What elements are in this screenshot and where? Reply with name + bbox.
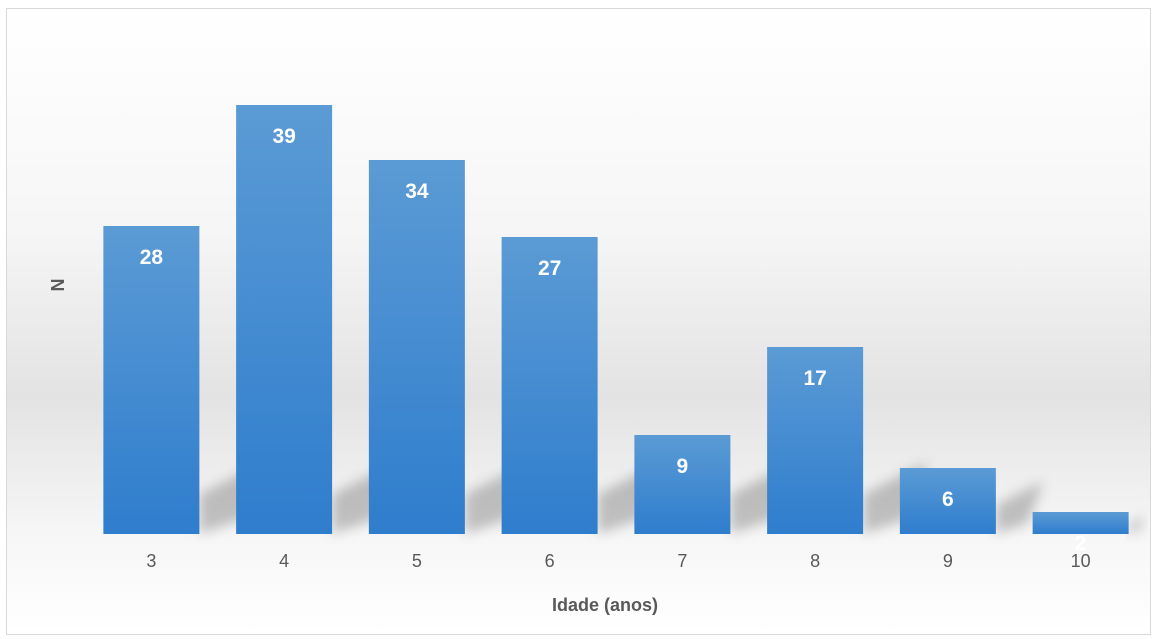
x-axis-title: Idade (anos) bbox=[552, 595, 658, 615]
bar-age-5 bbox=[368, 160, 465, 534]
x-tick-label-3: 3 bbox=[146, 551, 156, 571]
x-tick-label-8: 8 bbox=[810, 551, 820, 571]
data-label-6: 27 bbox=[538, 257, 561, 280]
bar-shadow-10 bbox=[1128, 516, 1145, 534]
data-label-4: 39 bbox=[272, 125, 295, 148]
bar-age-4 bbox=[236, 105, 333, 534]
y-axis-title: N bbox=[48, 279, 68, 292]
x-tick-label-10: 10 bbox=[1071, 551, 1091, 571]
bar-age-3 bbox=[103, 226, 200, 534]
bar-age-7 bbox=[634, 435, 731, 534]
chart-area: 28 39 34 27 9 17 6 2 3 4 5 6 7 8 9 10 Idade (anos) N bbox=[6, 8, 1151, 635]
x-tick-label-7: 7 bbox=[677, 551, 687, 571]
x-tick-labels-group: 3 4 5 6 7 8 9 10 bbox=[146, 551, 1090, 571]
data-label-3: 28 bbox=[140, 246, 164, 269]
data-label-5: 34 bbox=[405, 180, 429, 203]
x-tick-label-5: 5 bbox=[412, 551, 422, 571]
data-label-10: 2 bbox=[1075, 532, 1087, 555]
x-tick-label-6: 6 bbox=[545, 551, 555, 571]
x-tick-label-4: 4 bbox=[279, 551, 289, 571]
x-tick-label-9: 9 bbox=[943, 551, 953, 571]
bar-age-6 bbox=[501, 237, 598, 534]
bar-shadow-9 bbox=[995, 481, 1044, 534]
data-label-8: 17 bbox=[803, 367, 826, 390]
data-labels-group: 28 39 34 27 9 17 6 2 bbox=[140, 125, 1087, 555]
bar-age-9 bbox=[899, 468, 996, 534]
bar-age-8 bbox=[767, 347, 864, 534]
bar-age-10 bbox=[1032, 512, 1129, 534]
data-label-7: 9 bbox=[677, 455, 689, 478]
data-label-9: 6 bbox=[942, 488, 954, 511]
bars-group bbox=[103, 105, 1129, 534]
